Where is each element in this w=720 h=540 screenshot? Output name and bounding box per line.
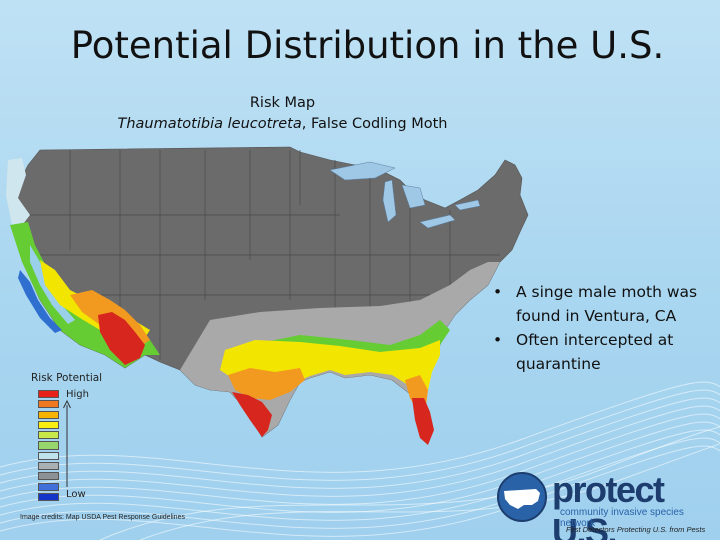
bullet-item: • Often intercepted at quarantine [492, 328, 714, 376]
slide-title: Potential Distribution in the U.S. [70, 24, 665, 67]
bullet-list: • A singe male moth was found in Ventura… [492, 280, 714, 376]
legend-swatch [38, 461, 59, 471]
legend-swatch [38, 482, 59, 491]
logo-tagline: First Detectors Protecting U.S. from Pes… [566, 525, 706, 534]
species-common-name: , False Codling Moth [301, 116, 448, 132]
protect-us-logo: protect U.S. community invasive species … [494, 469, 714, 540]
species-scientific-name: Thaumatotibia leucotreta [117, 116, 302, 132]
map-caption-title: Risk Map [249, 95, 316, 111]
legend-swatch [38, 472, 59, 481]
legend-swatch [38, 431, 59, 440]
zone-red-florida [412, 398, 434, 445]
legend-swatch [38, 400, 59, 409]
zone-light-blue [6, 158, 30, 228]
great-lake-michigan [382, 179, 397, 223]
map-caption-species-line: Thaumatotibia leucotreta, False Codling … [70, 114, 495, 135]
us-map-logo-icon [497, 472, 547, 522]
us-risk-map [6, 146, 529, 445]
great-lake-superior [329, 161, 396, 181]
legend-swatch [38, 420, 59, 430]
legend-swatch [38, 441, 59, 450]
legend-swatch [38, 492, 59, 501]
zone-blue-coast [18, 270, 62, 333]
legend-arrow-icon [63, 399, 71, 487]
zone-light-blue-coast [30, 245, 75, 324]
bullet-text: A singe male moth was found in Ventura, … [516, 283, 698, 325]
legend-high-label: High [66, 389, 89, 400]
great-lake-ontario [454, 199, 481, 211]
legend-swatch [38, 390, 59, 399]
legend-swatch [38, 410, 59, 419]
legend-swatches [38, 390, 60, 503]
great-lake-erie [419, 214, 456, 229]
zone-orange-south [228, 368, 305, 400]
great-lake-huron [401, 184, 426, 209]
legend-swatch [38, 451, 59, 460]
bullet-dot-icon: • [493, 331, 503, 349]
bullet-text: Often intercepted at quarantine [516, 331, 674, 373]
image-credit: Image credits: Map USDA Pest Response Gu… [20, 514, 185, 521]
bullet-item: • A singe male moth was found in Ventura… [492, 280, 714, 328]
logo-name: protect U.S. [552, 469, 665, 540]
logo-subtitle: community invasive species network [560, 507, 684, 529]
bullet-dot-icon: • [493, 283, 503, 301]
legend-low-label: Low [66, 489, 86, 500]
legend-title: Risk Potential [31, 372, 103, 384]
map-caption: Risk Map Thaumatotibia leucotreta, False… [70, 93, 495, 135]
zone-red-california [98, 312, 145, 365]
zone-red-texas [232, 392, 272, 437]
